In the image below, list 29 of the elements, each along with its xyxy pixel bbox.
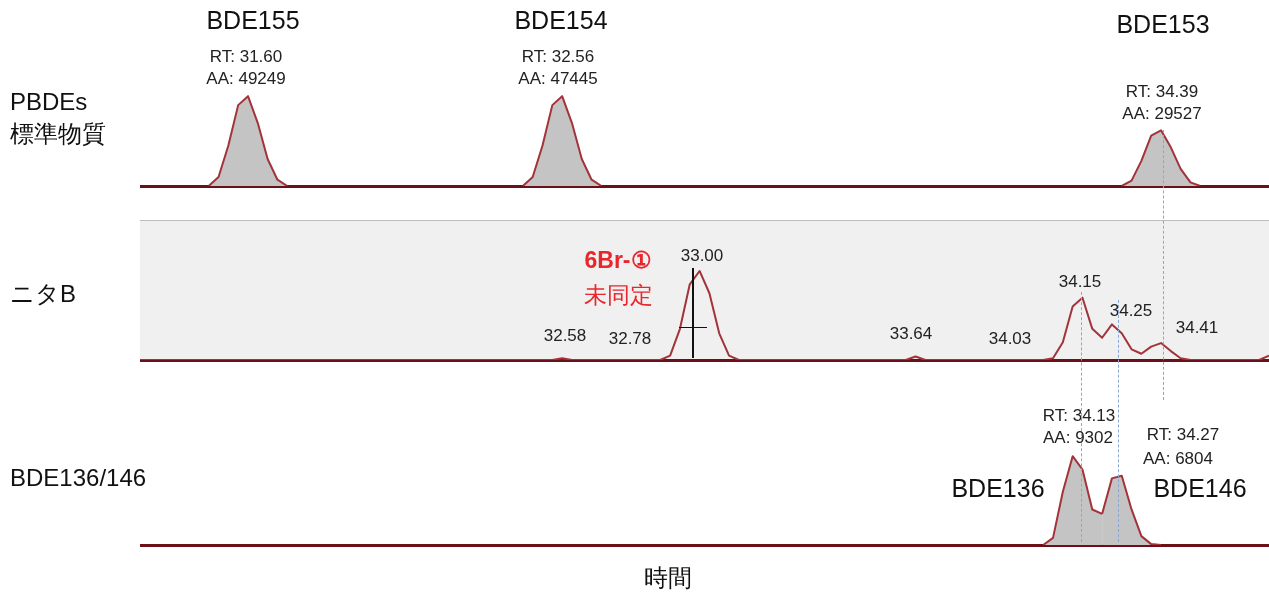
text: RT: 32.56 <box>521 46 595 66</box>
x-axis-title: 時間 <box>643 563 693 593</box>
text: BDE155 <box>206 5 300 34</box>
y-axis-title: BDE136/146 <box>10 463 147 493</box>
annotation: 34.03 <box>988 328 1032 348</box>
annotation: 33.64 <box>889 323 933 343</box>
annotation: BDE146 <box>1153 473 1247 502</box>
annotation: 未同定 <box>583 282 653 309</box>
annotation: BDE136 <box>951 473 1045 502</box>
text: BDE154 <box>514 5 608 34</box>
annotation: 32.78 <box>608 328 652 348</box>
annotation: 34.41 <box>1175 317 1219 337</box>
text: AA: 49249 <box>206 68 286 88</box>
annotation: AA: 29527 <box>1122 103 1202 123</box>
text: RT: 34.13 <box>1042 405 1116 425</box>
text: AA: 9302 <box>1043 427 1113 447</box>
text: RT: 31.60 <box>209 46 283 66</box>
text: BDE153 <box>1116 9 1210 38</box>
text: AA: 47445 <box>518 68 598 88</box>
annotation: AA: 6804 <box>1143 448 1213 468</box>
annotation: 32.58 <box>543 325 587 345</box>
y-axis-title: ニタB <box>10 279 77 309</box>
text: RT: 34.27 <box>1146 424 1220 444</box>
y-axis-title: PBDEs 標準物質 <box>10 87 106 149</box>
text: 33.00 <box>680 245 724 265</box>
annotation: 6Br-① <box>584 247 652 274</box>
annotation: RT: 34.39 <box>1125 81 1199 101</box>
annotation: 34.15 <box>1058 271 1102 291</box>
annotation: 34.25 <box>1109 300 1153 320</box>
